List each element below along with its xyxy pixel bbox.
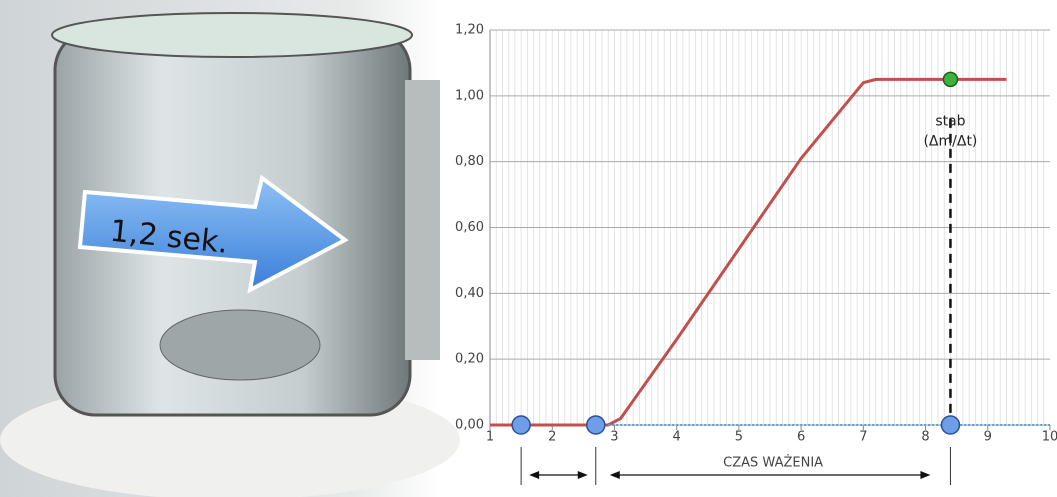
x-tick-label: 1 bbox=[486, 430, 494, 445]
y-tick-label: 0,80 bbox=[455, 154, 484, 169]
y-tick-label: 0,60 bbox=[455, 220, 484, 235]
x-tick-label: 10 bbox=[1042, 430, 1057, 445]
x-tick-label: 2 bbox=[548, 430, 556, 445]
chart: 0,00 0,20 0,40 0,60 0,80 1,00 1,20 1 2 3 4 5 6 7 8 9 10 s… bbox=[455, 23, 1057, 486]
x-tick-label: 6 bbox=[797, 430, 805, 445]
annotation: (Δm/Δt) bbox=[923, 133, 977, 149]
span-label: CZAS WAŻENIA bbox=[723, 455, 823, 471]
marker bbox=[512, 416, 530, 434]
side-frame bbox=[405, 80, 440, 360]
weighing-pan bbox=[160, 310, 320, 380]
stab-point bbox=[943, 72, 957, 86]
y-tick-label: 0,40 bbox=[455, 286, 484, 301]
x-tick-label: 7 bbox=[859, 430, 867, 445]
marker bbox=[941, 416, 959, 434]
arrow-head bbox=[578, 471, 588, 479]
lid bbox=[52, 13, 412, 57]
marker bbox=[587, 416, 605, 434]
arrow-head bbox=[610, 471, 620, 479]
y-tick-label: 0,20 bbox=[455, 352, 484, 367]
x-tick-label: 8 bbox=[921, 430, 929, 445]
x-tick-label: 9 bbox=[984, 430, 992, 445]
y-tick-label: 1,20 bbox=[455, 23, 484, 38]
annotation: stab bbox=[935, 113, 965, 129]
x-tick-label: 4 bbox=[673, 430, 681, 445]
arrow-head bbox=[920, 471, 930, 479]
x-tick-label: 3 bbox=[610, 430, 618, 445]
y-tick-label: 0,00 bbox=[455, 418, 484, 433]
page: 1,2 sek. 0,00 0,20 0,40 0,60 0,80 1,00 1,20 1 2 3… bbox=[0, 0, 1057, 497]
y-tick-label: 1,00 bbox=[455, 88, 484, 103]
photo: 1,2 sek. bbox=[0, 0, 460, 497]
x-tick-label: 5 bbox=[735, 430, 743, 445]
arrow-head bbox=[529, 471, 539, 479]
